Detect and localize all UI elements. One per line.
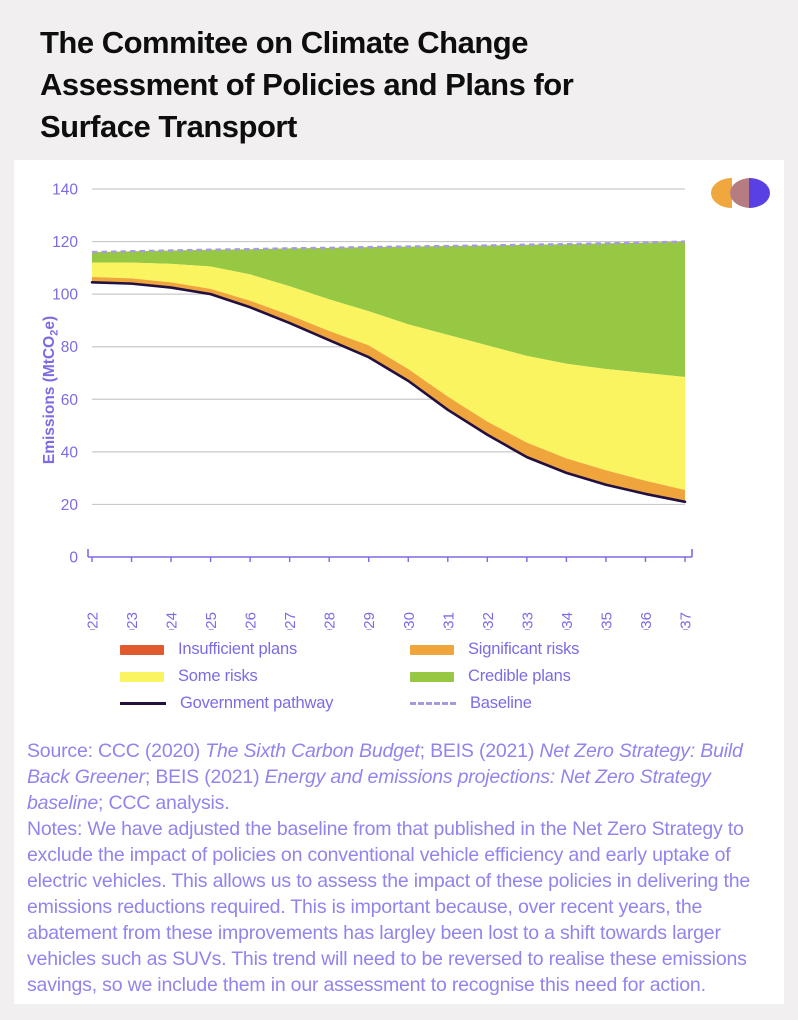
area-some-risks [92, 262, 685, 490]
logo-half-disc-mauve [730, 178, 751, 208]
chart-card: 2022 2023 2024 2025 2026 2027 2028 2029 2030 2031… [14, 160, 784, 1004]
legend-label: Credible plans [468, 667, 571, 685]
x-tick-label: 2026 [243, 612, 260, 630]
legend-label: Baseline [470, 694, 532, 712]
legend-item-some-risks: Some risks [120, 667, 410, 686]
legend-swatch [410, 702, 456, 705]
area-significant-risks [92, 277, 685, 502]
x-tick-label: 2035 [598, 612, 615, 630]
logo-half-disc-purple [749, 178, 770, 208]
x-tick-label: 2027 [282, 612, 299, 630]
legend-swatch [410, 644, 454, 655]
y-axis-title: Emissions (MtCO2e) [41, 316, 61, 464]
legend-item-significant-risks: Significant risks [410, 640, 740, 659]
x-tick-label: 2031 [440, 612, 457, 630]
y-tick-label: 20 [61, 497, 79, 514]
y-tick-label: 100 [52, 287, 78, 304]
x-tick-label: 2030 [401, 612, 418, 630]
legend-label: Government pathway [180, 694, 334, 712]
logo-half-disc-orange [711, 178, 732, 208]
legend-item-insufficient-plans: Insufficient plans [120, 640, 410, 659]
y-tick-label: 140 [52, 182, 78, 199]
x-tick-label: 2036 [638, 612, 655, 630]
source-segment: Energy and emissions projections: Net Ze… [27, 766, 711, 814]
y-tick-label: 80 [61, 339, 79, 356]
y-tick-label: 120 [52, 234, 78, 251]
x-tick-label: 2037 [678, 612, 695, 630]
legend-swatch [120, 702, 166, 705]
legend-label: Significant risks [468, 640, 580, 658]
y-tick-label: 60 [61, 392, 79, 409]
legend-item-government-pathway: Government pathway [120, 694, 410, 713]
x-tick-label: 2024 [164, 612, 181, 630]
y-tick-label: 40 [61, 444, 79, 461]
legend-swatch [410, 671, 454, 682]
notes-text: Notes: We have adjusted the baseline fro… [27, 818, 750, 996]
chart-legend: Insufficient plans Significant risks Some … [120, 636, 740, 717]
source-segment: Source: CCC (2020) [27, 740, 206, 762]
source-segment: ; BEIS (2021) [419, 740, 540, 762]
x-tick-label: 2034 [559, 612, 576, 630]
source-segment: ; CCC analysis. [98, 792, 230, 814]
baseline-dashed-line [91, 240, 686, 254]
legend-item-credible-plans: Credible plans [410, 667, 740, 686]
page-title: The Commitee on Climate Change Assessmen… [40, 25, 574, 144]
source-segment: ; BEIS (2021) [144, 766, 265, 788]
x-tick-label: 2023 [124, 612, 141, 630]
legend-item-baseline: Baseline [410, 694, 740, 713]
x-tick-label: 2029 [361, 612, 378, 630]
legend-swatch [120, 644, 164, 655]
government-pathway-line [90, 281, 687, 504]
y-tick-label: 0 [69, 550, 78, 567]
x-tick-label: 2033 [519, 612, 536, 630]
ccc-logo-icon [711, 178, 789, 209]
source-segment: The Sixth Carbon Budget [205, 740, 420, 762]
x-tick-label: 2022 [85, 612, 102, 630]
legend-swatch [120, 671, 164, 682]
x-tick-label: 2025 [203, 612, 220, 630]
area-credible-plans [92, 241, 685, 377]
legend-label: Insufficient plans [178, 640, 298, 658]
source-text: Source: CCC (2020) The Sixth Carbon Budg… [27, 738, 769, 816]
chart-svg: 2022 2023 2024 2025 2026 2027 2028 2029 2030 2031… [41, 182, 695, 631]
legend-label: Some risks [178, 667, 258, 685]
x-tick-label: 2032 [480, 612, 497, 630]
source-segment: Net Zero Strategy: Build Back Greener [27, 740, 743, 788]
x-tick-label: 2028 [322, 612, 339, 630]
notes-block: Source: CCC (2020) The Sixth Carbon Budg… [27, 738, 769, 998]
